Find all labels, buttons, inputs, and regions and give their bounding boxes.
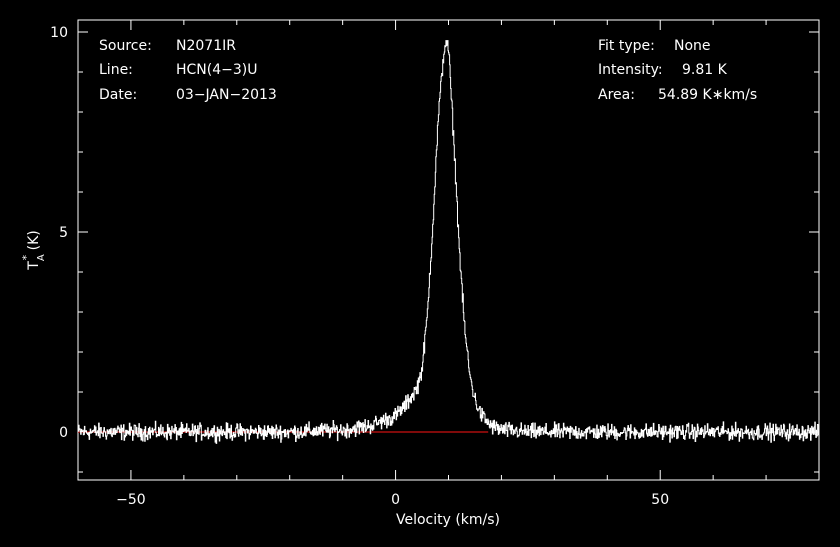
intensity-value: 9.81 K <box>682 62 728 78</box>
info-left: Source: N2071IR Line: HCN(4−3)U Date: 03… <box>99 38 277 103</box>
spectrum-line <box>78 40 820 444</box>
y-label-sup: * <box>20 254 33 260</box>
fit-type-label: Fit type: <box>598 38 655 54</box>
x-tick-label: 50 <box>651 492 669 508</box>
tick-labels: −50 0 50 0 5 10 <box>50 25 669 508</box>
y-label-sub: A <box>36 254 47 261</box>
x-axis-label: Velocity (km/s) <box>396 512 500 528</box>
y-label-base: T <box>26 261 42 271</box>
x-tick-label: 0 <box>391 492 400 508</box>
source-label: Source: <box>99 38 152 54</box>
y-tick-label: 0 <box>59 425 68 441</box>
line-label: Line: <box>99 62 133 78</box>
y-axis-label: TA* (K) <box>20 230 47 270</box>
date-label: Date: <box>99 87 137 103</box>
y-axis-label-text: TA* (K) <box>20 230 47 270</box>
axis-ticks <box>77 20 820 480</box>
area-value: 54.89 K∗km/s <box>658 87 757 103</box>
source-value: N2071IR <box>176 38 236 54</box>
y-label-unit: (K) <box>26 230 42 255</box>
fit-type-value: None <box>674 38 711 54</box>
area-label: Area: <box>598 87 635 103</box>
line-value: HCN(4−3)U <box>176 62 258 78</box>
info-right: Fit type: None Intensity: 9.81 K Area: 5… <box>598 38 757 103</box>
y-tick-label: 10 <box>50 25 68 41</box>
date-value: 03−JAN−2013 <box>176 87 277 103</box>
intensity-label: Intensity: <box>598 62 663 78</box>
y-tick-label: 5 <box>59 225 68 241</box>
x-tick-label: −50 <box>116 492 146 508</box>
